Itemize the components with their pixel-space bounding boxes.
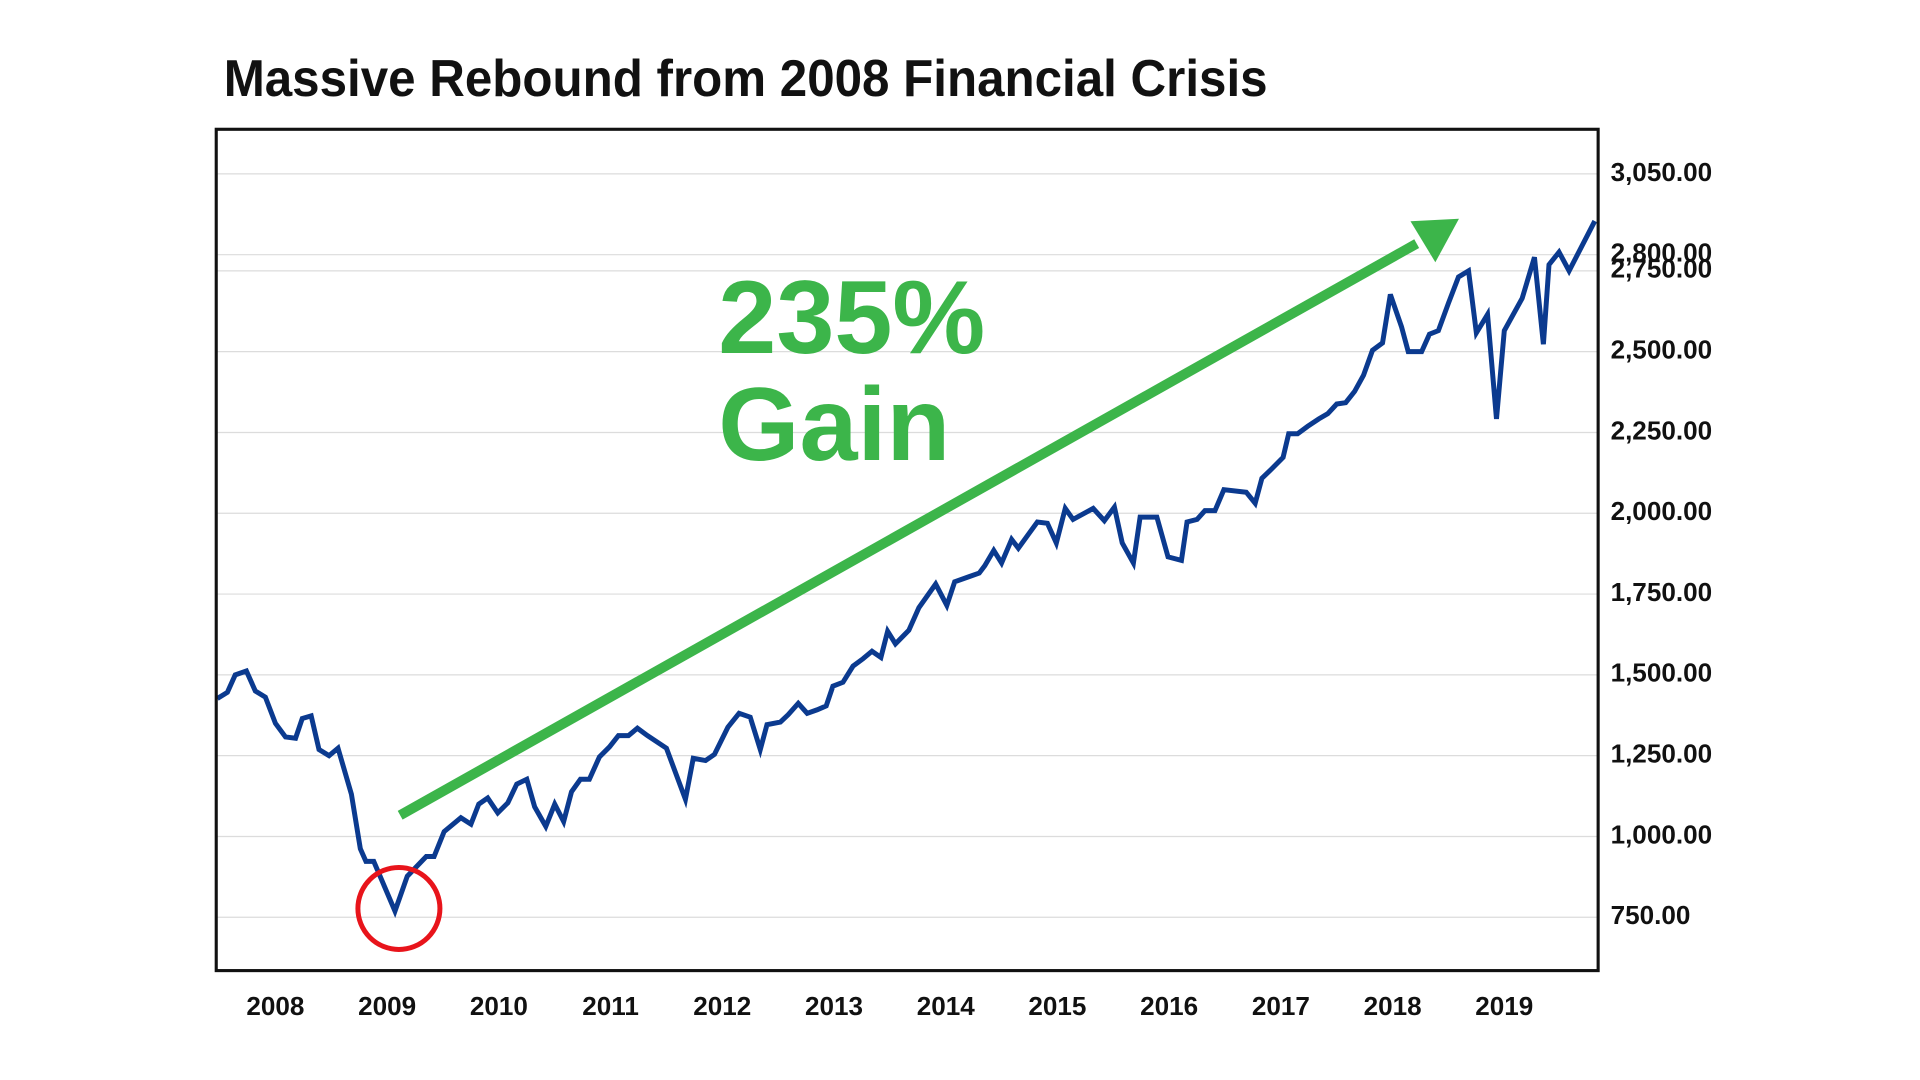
low-marker bbox=[355, 864, 443, 952]
y-tick-label: 2,250.00 bbox=[1611, 415, 1713, 445]
y-tick-label: 1,250.00 bbox=[1611, 739, 1713, 769]
x-tick-label: 2009 bbox=[358, 991, 416, 1021]
x-tick-label: 2012 bbox=[693, 991, 751, 1021]
y-tick-label: 2,500.00 bbox=[1611, 335, 1713, 365]
y-tick-label: 2,750.00 bbox=[1611, 254, 1713, 284]
chart-title: Massive Rebound from 2008 Financial Cris… bbox=[224, 50, 1268, 108]
x-tick-label: 2016 bbox=[1140, 991, 1198, 1021]
x-tick-label: 2018 bbox=[1364, 991, 1422, 1021]
x-tick-label: 2015 bbox=[1028, 991, 1086, 1021]
y-tick-label: 2,800.00 bbox=[1611, 238, 1713, 268]
y-tick-label: 1,500.00 bbox=[1611, 658, 1713, 688]
trend-arrow-head bbox=[1410, 218, 1459, 263]
y-tick-label: 3,050.00 bbox=[1611, 157, 1713, 187]
x-tick-label: 2008 bbox=[246, 991, 304, 1021]
x-tick-label: 2013 bbox=[805, 991, 863, 1021]
x-tick-label: 2019 bbox=[1475, 991, 1533, 1021]
annotation: 235% bbox=[718, 260, 985, 376]
marks bbox=[216, 218, 1597, 952]
y-tick-label: 1,000.00 bbox=[1611, 819, 1713, 849]
x-tick-label: 2011 bbox=[582, 991, 639, 1021]
plot-frame bbox=[214, 127, 1600, 973]
y-tick-label: 2,000.00 bbox=[1611, 496, 1713, 526]
x-tick-label: 2017 bbox=[1252, 991, 1310, 1021]
labels: 750.00 1,000.00 1,250.00 1,500.00 1,750.00 2,… bbox=[246, 157, 1712, 1021]
data-line bbox=[216, 219, 1597, 918]
y-tick-label: 1,750.00 bbox=[1611, 577, 1713, 607]
y-tick-label: 750.00 bbox=[1611, 900, 1691, 930]
trend-arrow bbox=[397, 239, 1420, 820]
grid bbox=[216, 173, 1599, 918]
annotation: Gain bbox=[718, 367, 950, 483]
x-tick-label: 2010 bbox=[470, 991, 528, 1021]
x-tick-label: 2014 bbox=[917, 991, 976, 1021]
